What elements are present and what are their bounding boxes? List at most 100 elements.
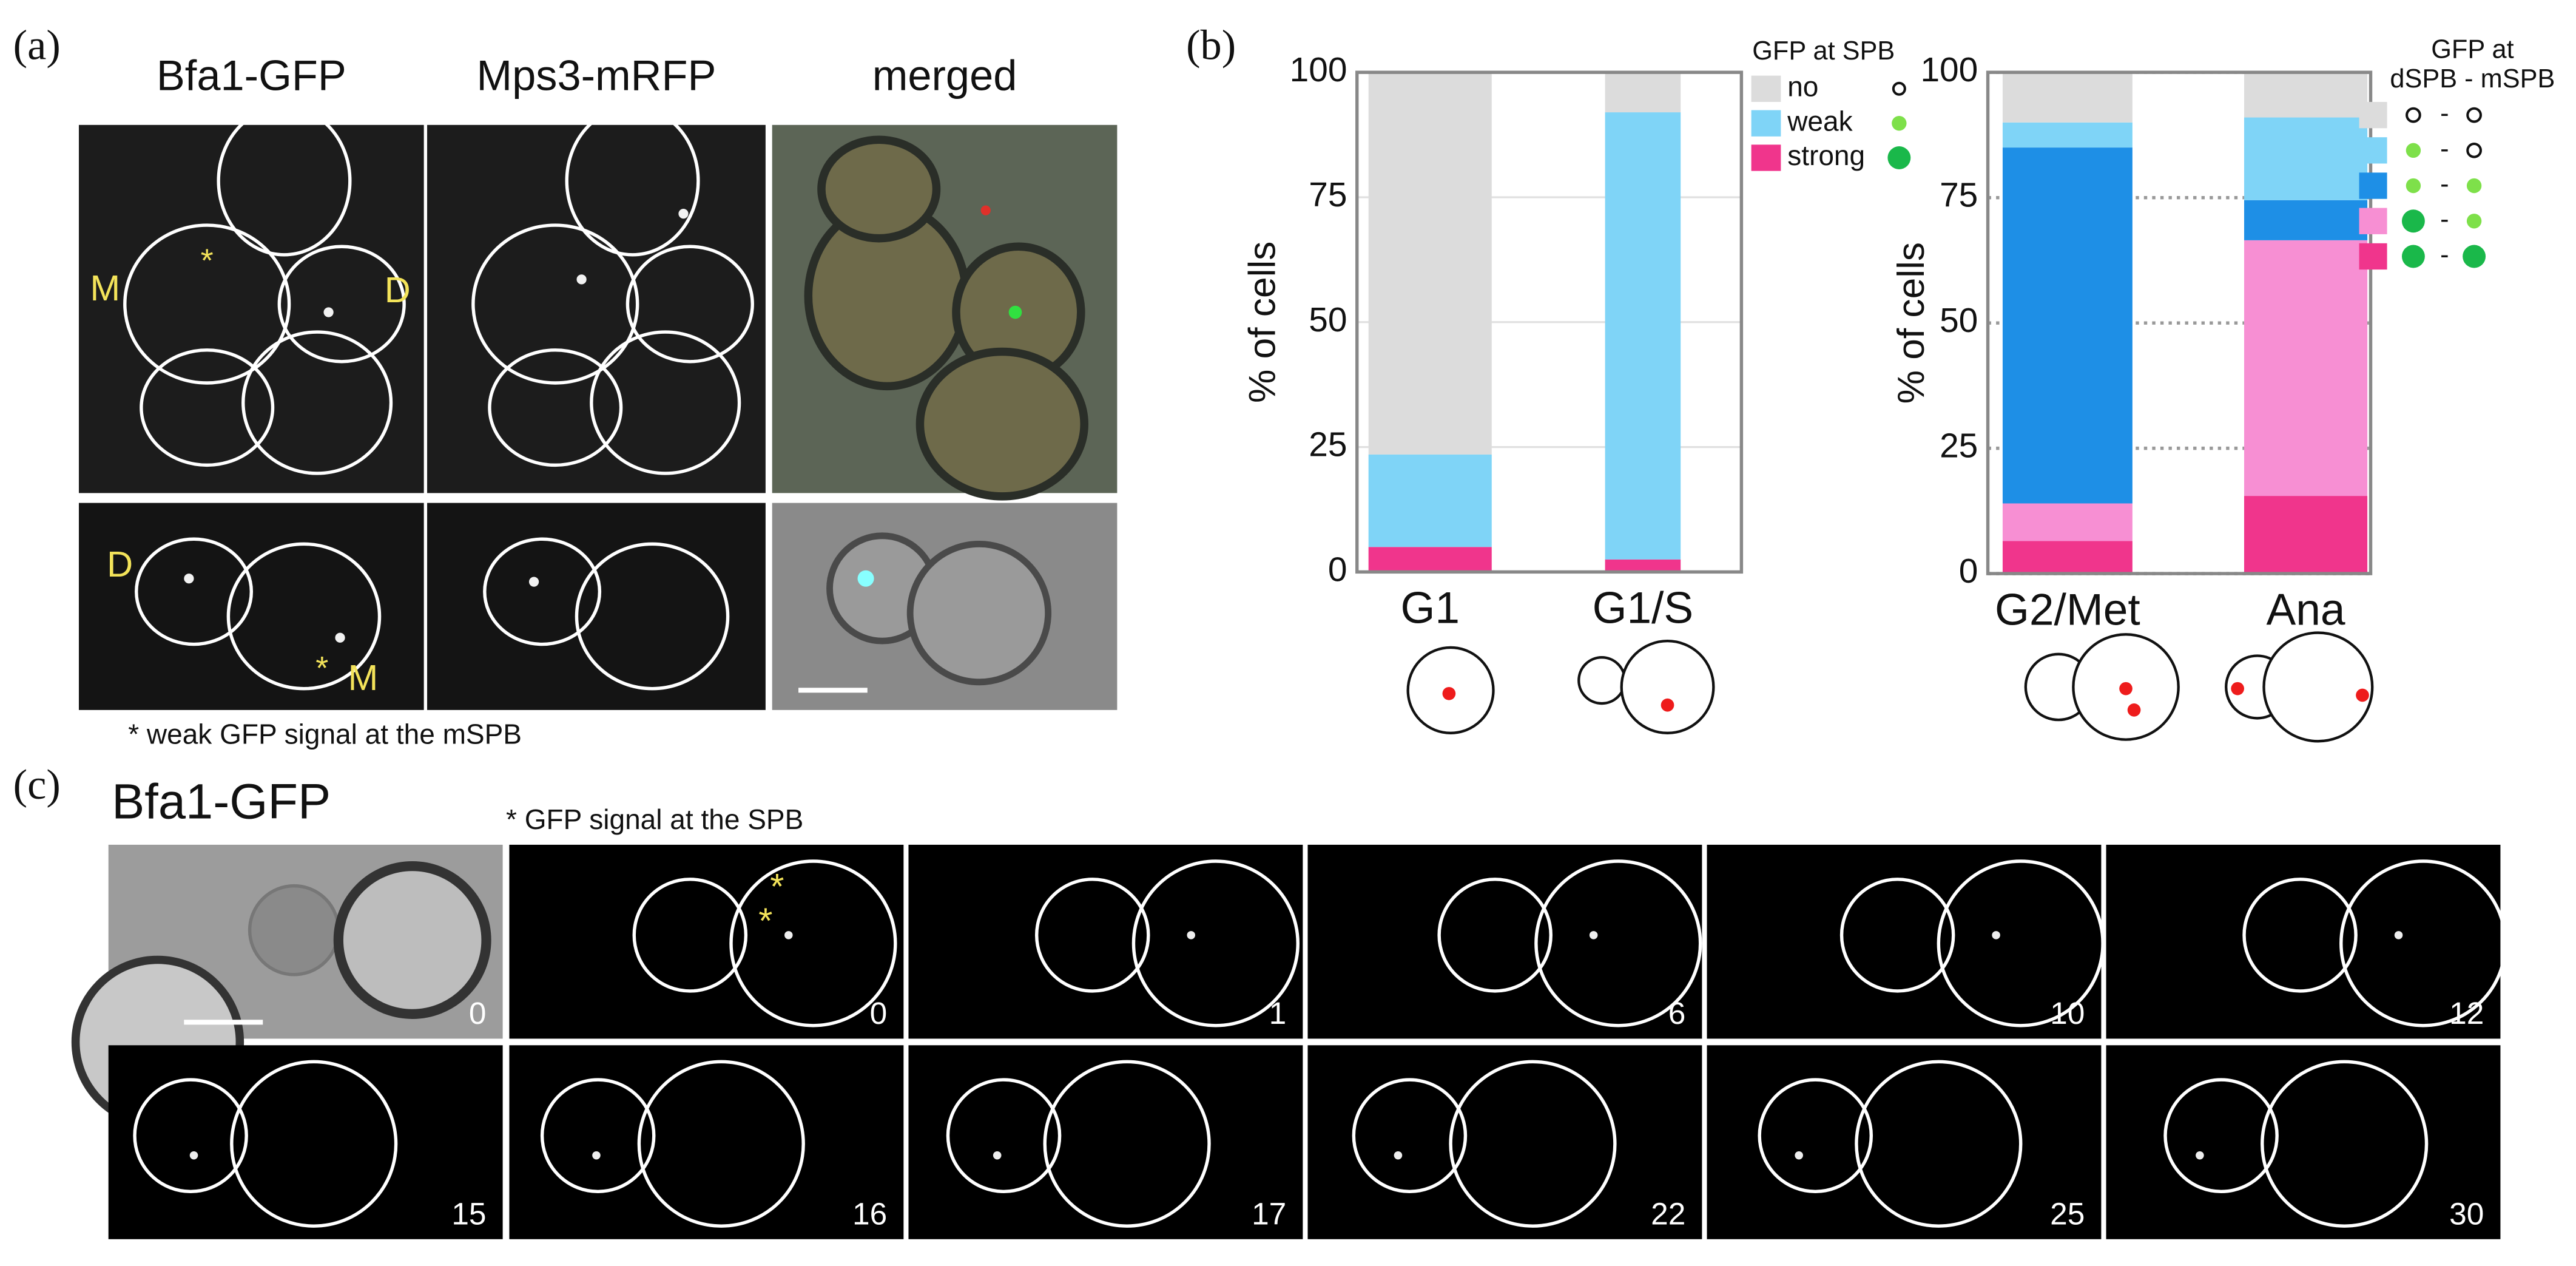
spb-spot bbox=[576, 274, 587, 285]
y-tick-label: 25 bbox=[1309, 426, 1347, 464]
column-title: Mps3-mRFP bbox=[476, 52, 716, 100]
cell-outline bbox=[217, 105, 352, 257]
cell-diagram bbox=[2262, 631, 2374, 743]
spb-spot bbox=[678, 208, 689, 219]
time-lapse-frame bbox=[1307, 1045, 1702, 1239]
cell-outline bbox=[1758, 1078, 1873, 1193]
legend-separator: - bbox=[2440, 99, 2449, 128]
cell-outline bbox=[575, 542, 730, 691]
time-lapse-frame bbox=[509, 1045, 904, 1239]
spb-spot bbox=[1589, 931, 1598, 939]
legend-swatch bbox=[2359, 172, 2387, 199]
marker: * bbox=[770, 866, 784, 907]
cell-outline bbox=[1855, 1060, 2023, 1228]
legend-symbol bbox=[2463, 245, 2486, 268]
image-label: M bbox=[348, 657, 379, 698]
legend-label: no bbox=[1787, 70, 1818, 102]
x-tick-label: G1/S bbox=[1593, 584, 1694, 633]
panel-label: (a) bbox=[13, 21, 61, 69]
cell-outline bbox=[946, 1078, 1062, 1193]
time-label: 15 bbox=[451, 1196, 486, 1231]
time-lapse-frame bbox=[2106, 1045, 2501, 1239]
legend-separator: - bbox=[2440, 205, 2449, 234]
cell-outline bbox=[483, 537, 602, 646]
cell-outline bbox=[277, 245, 406, 364]
time-lapse-frame bbox=[908, 844, 1303, 1039]
panel-label: (b) bbox=[1186, 21, 1236, 69]
micrograph bbox=[78, 503, 424, 710]
legend-swatch bbox=[1751, 75, 1781, 102]
cell-outline bbox=[2242, 878, 2358, 993]
image-label: * bbox=[201, 243, 214, 279]
bar-segment bbox=[2244, 496, 2368, 574]
marker: * bbox=[758, 901, 772, 941]
cell-outline bbox=[2163, 1078, 2279, 1193]
cell-outline bbox=[140, 348, 275, 467]
time-label: 10 bbox=[2050, 995, 2085, 1031]
time-label: 25 bbox=[2050, 1196, 2085, 1231]
y-tick-label: 75 bbox=[1309, 176, 1347, 214]
column-title: merged bbox=[872, 52, 1017, 100]
cell-outline bbox=[133, 1078, 248, 1193]
legend-symbol bbox=[1892, 81, 1906, 96]
spb-spot bbox=[189, 1151, 198, 1160]
legend-symbol bbox=[2401, 209, 2425, 233]
cell-bright bbox=[333, 861, 491, 1019]
legend-title: GFP at bbox=[2431, 35, 2514, 64]
y-tick-label: 100 bbox=[1290, 51, 1347, 89]
image-label: * bbox=[315, 650, 328, 686]
spb-dot bbox=[1442, 686, 1456, 700]
y-axis-title: % of cells bbox=[1242, 242, 1284, 403]
spb-spot bbox=[1795, 1151, 1803, 1160]
cell-outline bbox=[632, 878, 748, 993]
legend-separator: - bbox=[2440, 169, 2449, 198]
panel-label: (c) bbox=[13, 761, 61, 808]
image-label: M bbox=[90, 268, 120, 308]
spb-spot bbox=[784, 931, 793, 939]
legend-swatch bbox=[1751, 144, 1781, 171]
cell-outline bbox=[540, 1078, 656, 1193]
time-label: 6 bbox=[1668, 995, 1686, 1031]
cell-outline bbox=[2261, 1060, 2429, 1228]
time-lapse-frame bbox=[108, 1045, 503, 1239]
cell-outline bbox=[488, 348, 623, 467]
time-lapse-frame bbox=[1707, 1045, 2102, 1239]
legend-symbol bbox=[1887, 146, 1911, 169]
spb-spot bbox=[323, 307, 334, 317]
cell-outline bbox=[590, 330, 741, 475]
time-label: 17 bbox=[1252, 1196, 1286, 1231]
cell-bright bbox=[915, 347, 1088, 501]
spb-dot bbox=[2356, 688, 2369, 702]
cell-diagram bbox=[1577, 656, 1627, 705]
spot-green bbox=[1008, 305, 1022, 319]
legend-symbol bbox=[2466, 178, 2482, 194]
spb-dot bbox=[2231, 682, 2245, 696]
image-label: D bbox=[385, 269, 411, 310]
spb-spot bbox=[1394, 1151, 1403, 1160]
time-label: 30 bbox=[2449, 1196, 2484, 1231]
cell-outline bbox=[1449, 1060, 1617, 1228]
legend-swatch bbox=[2359, 243, 2387, 270]
bar-segment bbox=[1605, 112, 1681, 560]
time-label: 0 bbox=[870, 995, 888, 1031]
cell-bright bbox=[817, 135, 941, 243]
cell-outline bbox=[1352, 1078, 1468, 1193]
cell-diagram bbox=[1620, 639, 1715, 734]
cell-bright bbox=[248, 884, 340, 977]
legend-separator: - bbox=[2440, 134, 2449, 163]
spb-dot bbox=[1661, 698, 1674, 712]
legend-separator: - bbox=[2440, 240, 2449, 269]
time-lapse-frame bbox=[1307, 844, 1702, 1039]
bar-segment bbox=[1368, 547, 1492, 572]
x-tick-label: G1 bbox=[1400, 584, 1460, 633]
y-tick-label: 0 bbox=[1328, 550, 1347, 589]
spb-dot bbox=[2119, 682, 2133, 696]
cell-outline bbox=[625, 245, 754, 364]
bar-segment bbox=[2002, 122, 2133, 148]
plot-frame bbox=[1355, 70, 1744, 574]
cell-outline bbox=[1437, 878, 1553, 993]
cell-outline bbox=[1937, 859, 2105, 1027]
time-label: 12 bbox=[2449, 995, 2484, 1031]
bar-segment bbox=[1605, 559, 1681, 572]
